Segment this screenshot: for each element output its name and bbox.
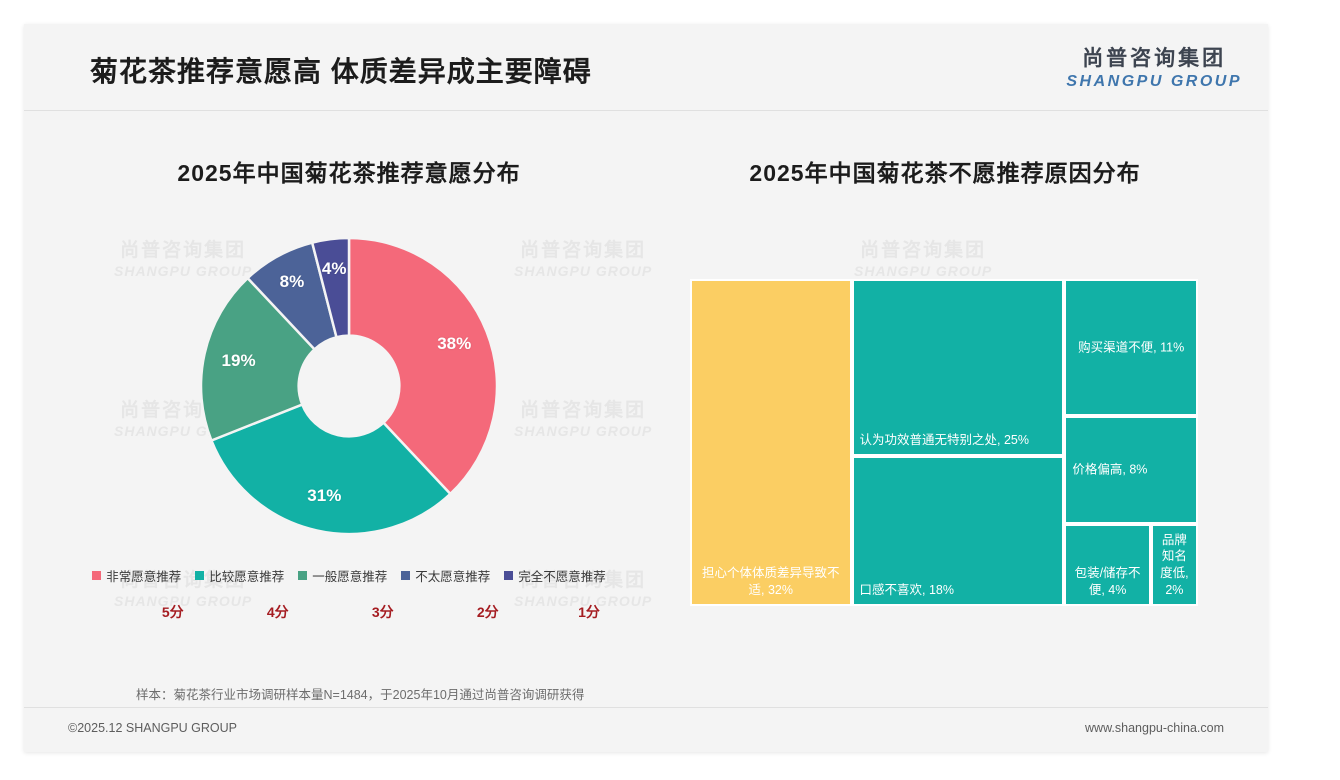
treemap-cell-label-0: 担心个体体质差异导致不适, 32% (702, 566, 840, 598)
treemap-cell-label-6: 品牌知名度低, 2% (1160, 532, 1189, 598)
sample-footnote: 样本：菊花茶行业市场调研样本量N=1484，于2025年10月通过尚普咨询调研获… (136, 688, 585, 702)
brand-logo: 尚普咨询集团 SHANGPU GROUP (1066, 48, 1242, 90)
donut-chart: 38% 31% 19% 8% 4% (189, 226, 509, 546)
legend-swatch-icon (92, 571, 102, 580)
legend-item-label: 不太愿意推荐 (415, 570, 491, 584)
copyright-text: ©2025.12 SHANGPU GROUP (68, 721, 237, 735)
treemap-cell-6[interactable]: 品牌知名度低, 2% (1150, 524, 1198, 606)
right-chart-title: 2025年中国菊花茶不愿推荐原因分布 (749, 160, 1141, 186)
recommendation-willingness-chart-panel: 2025年中国菊花茶推荐意愿分布 38% 31% 19% 8% 4% 非常愿意推荐 比较愿… (64, 154, 634, 714)
treemap-cell-2[interactable]: 口感不喜欢, 18% (851, 455, 1065, 606)
donut-slice-1[interactable] (209, 402, 453, 536)
legend-item-3[interactable]: 不太愿意推荐 (401, 566, 490, 585)
legend-swatch-icon (195, 571, 205, 580)
donut-slice-label-2: 19% (221, 351, 256, 371)
legend-swatch-icon (504, 571, 514, 580)
donut-slice-2[interactable] (199, 276, 317, 443)
page-title: 菊花茶推荐意愿高 体质差异成主要障碍 (90, 56, 592, 87)
donut-slice-label-1: 31% (307, 486, 342, 506)
score-label-3分: 3分 (371, 604, 394, 620)
legend-item-4[interactable]: 完全不愿意推荐 (504, 566, 606, 585)
legend-item-label: 比较愿意推荐 (209, 570, 285, 584)
legend-item-1[interactable]: 比较愿意推荐 (195, 566, 284, 585)
donut-slice-0[interactable] (347, 236, 499, 496)
score-scale-row: 5分 4分 3分 2分 1分 (64, 602, 634, 630)
treemap-cell-label-4: 价格偏高, 8% (1072, 462, 1148, 477)
left-chart-title: 2025年中国菊花茶推荐意愿分布 (177, 160, 521, 186)
slide-footer: ©2025.12 SHANGPU GROUP www.shangpu-china… (24, 707, 1268, 752)
donut-slice-label-4: 4% (321, 258, 347, 278)
donut-slice-label-3: 8% (279, 272, 305, 292)
treemap-cell-4[interactable]: 价格偏高, 8% (1064, 416, 1198, 525)
treemap-cell-label-3: 购买渠道不便, 11% (1078, 340, 1185, 355)
score-label-1分: 1分 (578, 604, 600, 620)
legend-swatch-icon (401, 571, 411, 580)
treemap-cell-5[interactable]: 包装/储存不便, 4% (1064, 524, 1151, 606)
legend-item-0[interactable]: 非常愿意推荐 (92, 566, 181, 585)
legend-item-2[interactable]: 一般愿意推荐 (298, 566, 387, 585)
legend-item-label: 非常愿意推荐 (106, 570, 182, 584)
score-label-5分: 5分 (161, 604, 184, 620)
score-label-2分: 2分 (476, 604, 499, 620)
treemap-cell-0[interactable]: 担心个体体质差异导致不适, 32% (690, 279, 852, 606)
slide-header: 菊花茶推荐意愿高 体质差异成主要障碍 尚普咨询集团 SHANGPU GROUP (24, 24, 1268, 111)
treemap-cell-label-5: 包装/储存不便, 4% (1074, 566, 1141, 598)
donut-slice-label-0: 38% (437, 334, 472, 354)
logo-english-text: SHANGPU GROUP (1066, 73, 1242, 90)
treemap-chart: 担心个体体质差异导致不适, 32% 认为功效普通无特别之处, 25% 口感不喜欢, … (690, 279, 1198, 606)
treemap-cell-label-2: 口感不喜欢, 18% (859, 583, 954, 598)
unwilling-reasons-chart-panel: 2025年中国菊花茶不愿推荐原因分布 担心个体体质差异导致不适, 32% 认为功效… (652, 154, 1238, 714)
legend-item-label: 一般愿意推荐 (312, 570, 388, 584)
donut-slice-4[interactable] (310, 236, 351, 339)
donut-legend: 非常愿意推荐 比较愿意推荐 一般愿意推荐 不太愿意推荐 完全不愿意推荐 (64, 566, 634, 585)
donut-chart-svg (199, 236, 499, 536)
website-url[interactable]: www.shangpu-china.com (1085, 721, 1224, 735)
score-label-4分: 4分 (266, 604, 289, 620)
treemap-cell-1[interactable]: 认为功效普通无特别之处, 25% (851, 279, 1065, 456)
treemap-cell-3[interactable]: 购买渠道不便, 11% (1064, 279, 1198, 417)
treemap-cell-label-1: 认为功效普通无特别之处, 25% (859, 432, 1029, 447)
logo-chinese-text: 尚普咨询集团 (1082, 47, 1227, 70)
slide: 菊花茶推荐意愿高 体质差异成主要障碍 尚普咨询集团 SHANGPU GROUP … (24, 24, 1268, 752)
legend-item-label: 完全不愿意推荐 (518, 570, 606, 584)
legend-swatch-icon (298, 571, 308, 580)
